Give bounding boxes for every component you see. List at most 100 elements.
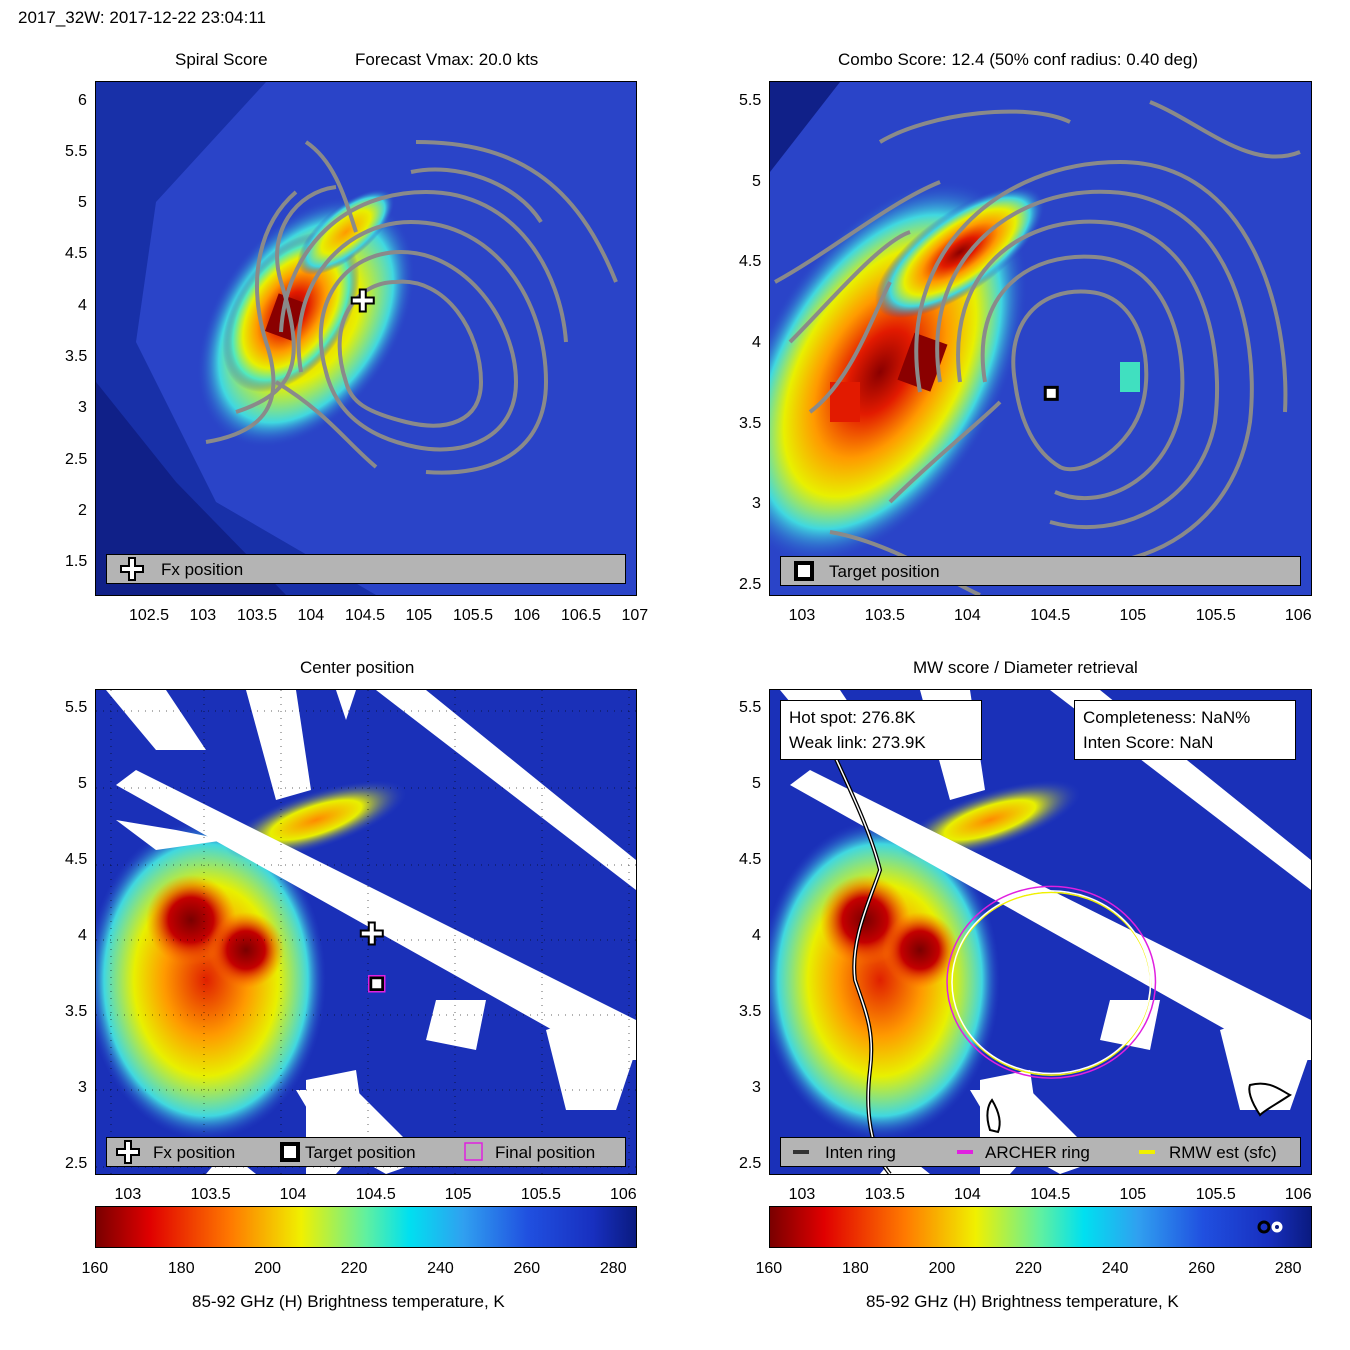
colorbar-tick-label: 240	[427, 1260, 454, 1277]
combo-ytick-label: 4	[752, 333, 761, 351]
center-ytick-label: 5	[78, 774, 87, 792]
combo-score-panel: Target position	[769, 81, 1312, 596]
mw-xtick-label: 104	[954, 1186, 981, 1203]
mw-xtick-label: 103	[788, 1186, 816, 1203]
mw-ytick-label: 4	[752, 927, 761, 945]
center-title: Center position	[300, 658, 415, 677]
fx-plus-icon	[120, 557, 144, 581]
combo-xtick-label: 106	[1284, 607, 1312, 624]
spiral-legend: Fx position	[106, 554, 626, 584]
legend-fx-label: Fx position	[161, 560, 244, 579]
spiral-xtick-label: 107	[621, 607, 649, 624]
combo-ytick-label: 4.5	[739, 253, 762, 271]
colorbar-tick-label: 260	[513, 1260, 541, 1277]
mw-xtick-label: 103.5	[864, 1186, 905, 1203]
spiral-ytick-label: 3.5	[65, 348, 88, 366]
colorbar-tick-label: 160	[81, 1260, 109, 1277]
completeness-text: Completeness: NaN%	[1083, 708, 1251, 727]
spiral-ytick-label: 5.5	[65, 142, 88, 160]
colorbar-right-label: 85-92 GHz (H) Brightness temperature, K	[866, 1292, 1179, 1311]
combo-xtick-label: 105	[1119, 607, 1147, 624]
spiral-ytick-label: 4.5	[65, 245, 88, 263]
spiral-xtick-label: 103	[189, 607, 217, 624]
combo-ytick-label: 5.5	[739, 91, 762, 109]
mw-legend: Inten ring ARCHER ring RMW est (sfc)	[780, 1137, 1301, 1167]
rmw-swatch	[1139, 1150, 1155, 1154]
center-plot	[96, 690, 636, 1174]
mw-xtick-label: 106	[1284, 1186, 1312, 1203]
combo-title: Combo Score: 12.4 (50% conf radius: 0.40…	[838, 50, 1199, 69]
colorbar-tick-label: 220	[1015, 1260, 1042, 1277]
mw-ytick-label: 2.5	[739, 1155, 762, 1173]
spiral-ytick-label: 1.5	[65, 553, 88, 571]
weak-link-text: Weak link: 273.9K	[789, 733, 926, 752]
center-ytick-label: 4	[78, 927, 87, 945]
combo-legend: Target position	[780, 556, 1301, 586]
mw-title: MW score / Diameter retrieval	[913, 658, 1138, 677]
legend-fx-label: Fx position	[153, 1143, 236, 1162]
combo-ytick-label: 3	[752, 495, 761, 513]
colorbar-tick-label: 240	[1101, 1260, 1129, 1277]
colorbar-tick-label: 280	[599, 1260, 627, 1277]
legend-rmw-label: RMW est (sfc)	[1169, 1143, 1277, 1162]
spiral-xtick-label: 105	[405, 607, 433, 624]
legend-inten-label: Inten ring	[825, 1143, 896, 1162]
spiral-ytick-label: 2.5	[65, 450, 88, 468]
spiral-ytick-label: 5	[78, 194, 87, 212]
mw-plot	[770, 690, 1311, 1174]
target-position-marker	[1043, 385, 1059, 401]
mw-xtick-label: 104.5	[1030, 1186, 1071, 1203]
combo-plot	[770, 82, 1301, 595]
final-square-icon	[464, 1142, 483, 1161]
spiral-ytick-label: 3	[78, 399, 87, 417]
inten-ring-circle	[951, 890, 1152, 1075]
fx-position-marker	[359, 921, 384, 946]
figure-header: 2017_32W: 2017-12-22 23:04:11	[18, 8, 266, 27]
center-ytick-label: 5.5	[65, 698, 88, 716]
inten-ring-swatch	[793, 1150, 809, 1154]
fx-position-marker	[350, 288, 375, 313]
combo-xtick-label: 103.5	[864, 607, 905, 624]
colorbar-left-label: 85-92 GHz (H) Brightness temperature, K	[192, 1292, 505, 1311]
center-ytick-label: 2.5	[65, 1155, 88, 1173]
colorbar-tick-label: 200	[928, 1260, 956, 1277]
mw-ytick-label: 5	[752, 774, 761, 792]
spiral-xtick-label: 102.5	[129, 607, 170, 624]
colorbar-right	[769, 1206, 1312, 1248]
combo-xtick-label: 103	[788, 607, 816, 624]
combo-ytick-label: 5	[752, 172, 761, 190]
center-xtick-label: 104.5	[355, 1186, 396, 1203]
legend-target-label: Target position	[305, 1143, 416, 1162]
spiral-ytick-label: 6	[78, 91, 87, 109]
legend-final-label: Final position	[495, 1143, 596, 1162]
colorbar-tick-label: 280	[1274, 1260, 1302, 1277]
center-xtick-label: 104	[279, 1186, 307, 1203]
hotspot-infobox: Hot spot: 276.8K Weak link: 273.9K	[780, 700, 982, 760]
combo-xtick-label: 105.5	[1195, 607, 1236, 624]
center-ytick-label: 3	[78, 1079, 87, 1097]
center-xtick-label: 105.5	[520, 1186, 561, 1203]
colorbar-indicator-icon	[1257, 1220, 1283, 1234]
colorbar-tick-label: 260	[1188, 1260, 1215, 1277]
archer-ring-circle	[946, 885, 1157, 1079]
center-ytick-label: 3.5	[65, 1003, 88, 1021]
spiral-title-right: Forecast Vmax: 20.0 kts	[355, 50, 539, 69]
spiral-plot	[96, 82, 618, 595]
combo-xtick-label: 104	[954, 607, 981, 624]
mw-xtick-label: 105	[1119, 1186, 1147, 1203]
archer-ring-swatch	[957, 1150, 973, 1154]
mw-ytick-label: 4.5	[739, 850, 762, 868]
colorbar-tick-label: 160	[755, 1260, 783, 1277]
hot-spot-text: Hot spot: 276.8K	[789, 708, 916, 727]
combo-ytick-label: 2.5	[739, 575, 762, 593]
legend-target-label: Target position	[829, 562, 940, 581]
colorbar-tick-label: 200	[254, 1260, 281, 1277]
spiral-xtick-label: 106	[513, 607, 541, 624]
spiral-xtick-label: 104	[297, 607, 325, 624]
spiral-ytick-label: 2	[78, 501, 87, 519]
completeness-infobox: Completeness: NaN% Inten Score: NaN	[1074, 700, 1296, 760]
mw-ytick-label: 3	[752, 1079, 761, 1097]
spiral-xtick-label: 106.5	[561, 607, 602, 624]
combo-ytick-label: 3.5	[739, 414, 762, 432]
center-legend: Fx position Target position Final positi…	[106, 1137, 626, 1167]
